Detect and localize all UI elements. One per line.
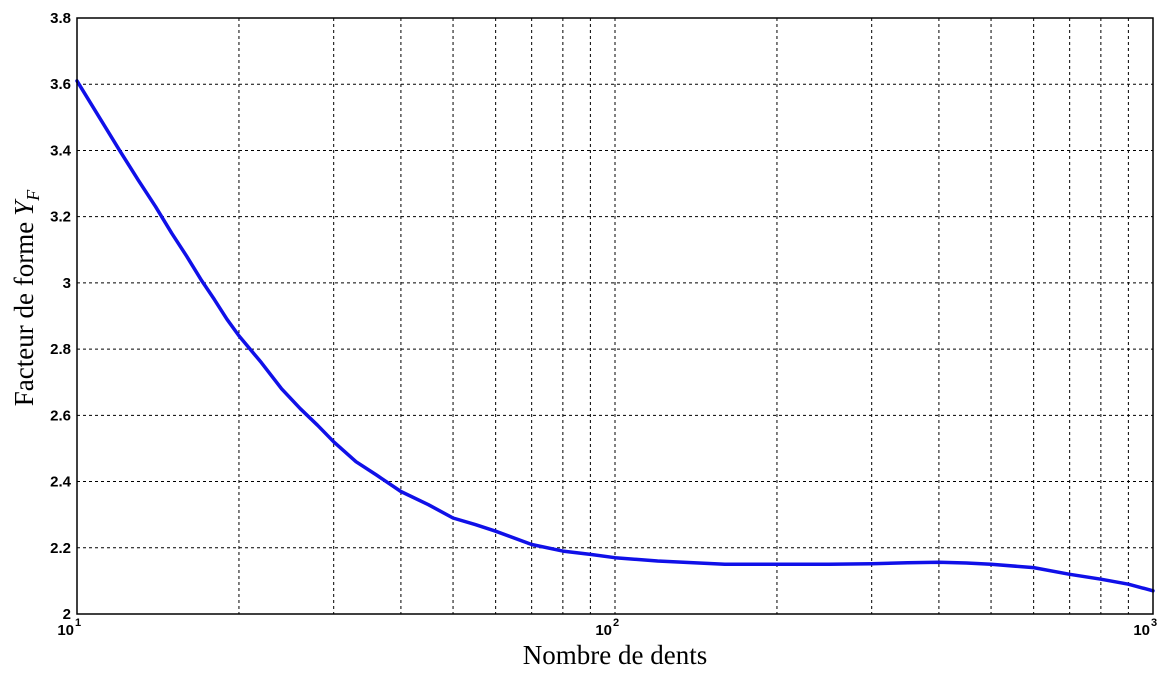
series-line	[75, 79, 1155, 593]
y-tick-label: 3.4	[50, 142, 72, 159]
tick-labels: 22.22.42.62.833.23.43.63.810 1 10 2 10 3	[50, 10, 1157, 639]
y-tick-label: 2.8	[50, 341, 71, 358]
plot-frame	[76, 17, 1154, 615]
x-tick-label: 10 2	[595, 617, 619, 639]
y-axis-title: Facteur de forme YF	[9, 189, 43, 406]
y-tick-label: 2.6	[50, 407, 71, 424]
y-tick-label: 3	[63, 275, 71, 292]
y-tick-label: 3.6	[50, 76, 71, 93]
y-tick-label: 2.4	[50, 474, 72, 491]
series-layer	[75, 79, 1155, 593]
y-axis-title-text: Facteur de forme	[9, 222, 39, 406]
x-tick-exponent: 3	[1151, 617, 1157, 629]
x-tick-exponent: 2	[613, 617, 619, 629]
y-tick-label: 3.8	[50, 10, 71, 27]
x-tick-label: 10 1	[57, 617, 81, 639]
y-tick-label: 2	[63, 606, 71, 623]
x-tick-base: 10	[595, 622, 612, 639]
x-tick-base: 10	[1133, 622, 1150, 639]
x-tick-exponent: 1	[75, 617, 81, 629]
y-axis-title-subscript: F	[23, 189, 43, 202]
y-tick-label: 2.2	[50, 540, 71, 557]
x-tick-base: 10	[57, 622, 74, 639]
y-tick-label: 3.2	[50, 209, 71, 226]
x-tick-label: 10 3	[1133, 617, 1157, 639]
grid	[77, 18, 1153, 614]
y-axis-title-symbol: Y	[9, 198, 39, 216]
x-axis-title: Nombre de dents	[523, 640, 707, 670]
